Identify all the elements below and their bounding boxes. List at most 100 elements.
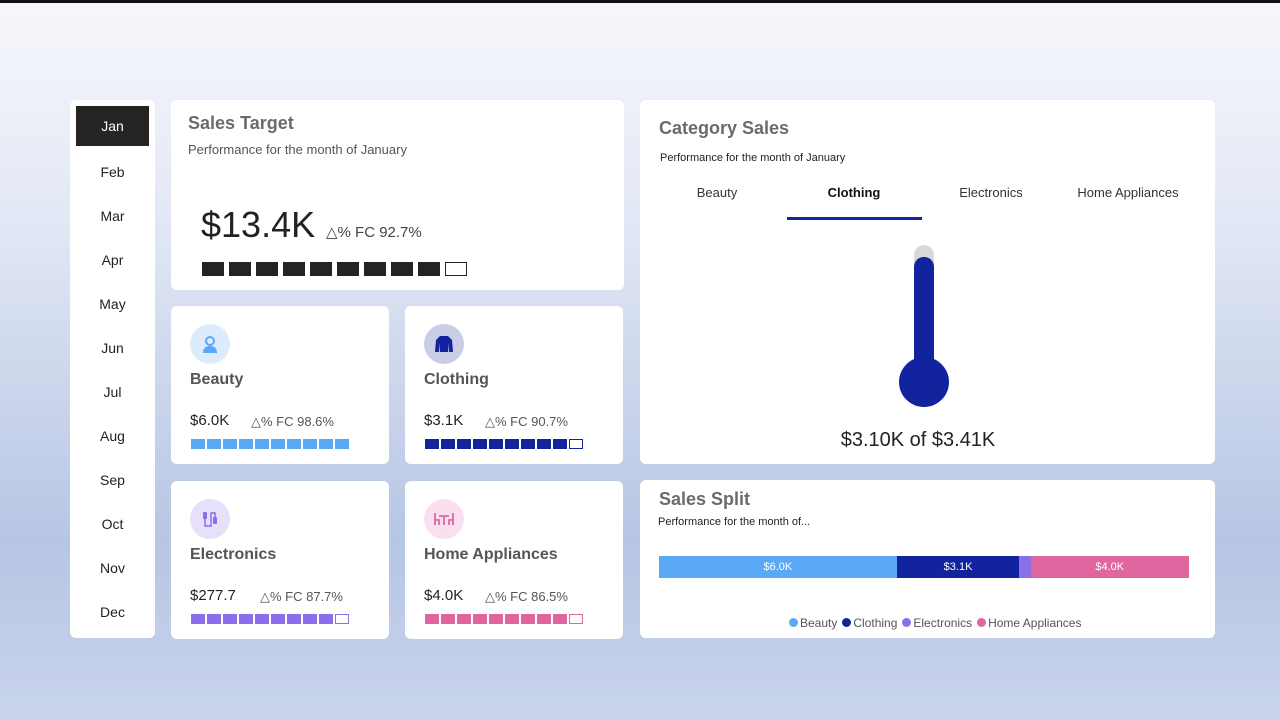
category-value: $3.1K	[424, 412, 464, 429]
progress-square-filled	[335, 439, 349, 449]
category-card-electronics: Electronics $277.7 △% FC 87.7%	[171, 481, 389, 639]
legend-label: Electronics	[913, 616, 973, 630]
woman-icon	[190, 324, 230, 364]
thermometer-gauge	[899, 245, 949, 407]
month-jun[interactable]: Jun	[101, 340, 124, 356]
sales-target-value: $13.4K	[201, 204, 316, 245]
sales-target-fc: △% FC 92.7%	[326, 224, 422, 241]
month-dec[interactable]: Dec	[100, 604, 125, 620]
progress-square-filled	[391, 262, 413, 276]
bar-segment-electronics[interactable]	[1019, 556, 1031, 578]
category-fc: △% FC 90.7%	[485, 414, 568, 429]
month-sep[interactable]: Sep	[100, 472, 125, 488]
category-sales-subtitle: Performance for the month of January	[660, 152, 846, 164]
progress-square-filled	[441, 439, 455, 449]
tab-home-appliances[interactable]: Home Appliances	[1077, 185, 1179, 200]
progress-square-filled	[239, 614, 253, 624]
month-may[interactable]: May	[99, 296, 126, 312]
legend-label: Beauty	[800, 616, 838, 630]
category-progress	[425, 614, 583, 624]
progress-square-filled	[207, 439, 221, 449]
month-apr[interactable]: Apr	[101, 252, 124, 268]
month-jan[interactable]: Jan	[76, 106, 149, 146]
progress-square-filled	[441, 614, 455, 624]
progress-square-filled	[256, 262, 278, 276]
sales-target-card: Sales Target Performance for the month o…	[171, 100, 624, 290]
legend-dot	[842, 618, 852, 627]
progress-square-filled	[537, 439, 551, 449]
bar-segment-home-appliances[interactable]: $4.0K	[1030, 556, 1189, 578]
tab-electronics[interactable]: Electronics	[959, 185, 1023, 200]
progress-square-filled	[473, 614, 487, 624]
category-fc: △% FC 87.7%	[260, 589, 343, 604]
progress-square-empty	[569, 439, 583, 449]
progress-square-filled	[364, 262, 386, 276]
progress-square-filled	[489, 439, 503, 449]
bar-data-label: $4.0K	[1095, 561, 1125, 573]
month-slicer: Jan Feb Mar Apr May Jun Jul Aug Sep Oct Nov Dec	[70, 100, 155, 638]
month-mar[interactable]: Mar	[100, 208, 125, 224]
tab-clothing[interactable]: Clothing	[827, 185, 881, 200]
month-feb[interactable]: Feb	[100, 164, 125, 180]
progress-square-empty	[335, 614, 349, 624]
progress-square-filled	[310, 262, 332, 276]
gauge-bulb	[899, 357, 949, 407]
category-progress	[191, 614, 349, 624]
legend-dot	[902, 618, 912, 627]
gauge-label: $3.10K of $3.41K	[840, 429, 996, 451]
progress-square-filled	[255, 439, 269, 449]
progress-square-filled	[202, 262, 224, 276]
sweater-icon	[424, 324, 464, 364]
legend-item[interactable]: Home Appliances	[977, 616, 1081, 630]
progress-square-filled	[418, 262, 440, 276]
bar-data-label: $6.0K	[763, 561, 793, 573]
progress-square-filled	[287, 439, 301, 449]
category-value: $4.0K	[424, 587, 464, 604]
month-oct[interactable]: Oct	[101, 516, 124, 532]
bar-segment-clothing[interactable]: $3.1K	[896, 556, 1020, 578]
category-fc: △% FC 86.5%	[485, 589, 568, 604]
progress-square-filled	[553, 614, 567, 624]
month-jul[interactable]: Jul	[103, 384, 122, 400]
progress-square-filled	[271, 439, 285, 449]
progress-square-filled	[473, 439, 487, 449]
bar-segment-beauty[interactable]: $6.0K	[659, 556, 897, 578]
category-card-beauty: Beauty $6.0K △% FC 98.6%	[171, 306, 389, 464]
progress-square-filled	[229, 262, 251, 276]
progress-square-filled	[207, 614, 221, 624]
sales-split-title: Sales Split	[659, 489, 751, 509]
category-sales-title: Category Sales	[659, 118, 790, 138]
category-fc: △% FC 98.6%	[251, 414, 334, 429]
gauge-fill	[914, 256, 934, 375]
progress-square-filled	[303, 614, 317, 624]
stacked-bar: $6.0K $3.1K $4.0K	[659, 556, 1189, 578]
month-nov[interactable]: Nov	[100, 560, 125, 576]
progress-square-filled	[223, 614, 237, 624]
progress-square-filled	[191, 614, 205, 624]
category-name: Clothing	[424, 371, 489, 388]
sales-target-progress	[202, 262, 467, 276]
progress-square-filled	[223, 439, 237, 449]
progress-square-filled	[191, 439, 205, 449]
legend-dot	[977, 618, 987, 627]
sales-target-title: Sales Target	[188, 113, 294, 133]
legend: Beauty Clothing Electronics Home Appliances	[789, 616, 1081, 630]
legend-item[interactable]: Beauty	[789, 616, 837, 630]
progress-square-filled	[271, 614, 285, 624]
progress-square-filled	[521, 439, 535, 449]
category-card-home-appliances: Home Appliances $4.0K △% FC 86.5%	[405, 481, 623, 639]
tab-beauty[interactable]: Beauty	[696, 185, 738, 200]
progress-square-filled	[303, 439, 317, 449]
progress-square-filled	[287, 614, 301, 624]
bar-data-label: $3.1K	[943, 561, 973, 573]
progress-square-filled	[425, 614, 439, 624]
legend-item[interactable]: Clothing	[842, 616, 897, 630]
sales-split-subtitle: Performance for the month of...	[658, 516, 811, 528]
progress-square-filled	[505, 439, 519, 449]
progress-square-filled	[521, 614, 535, 624]
progress-square-empty	[569, 614, 583, 624]
month-aug[interactable]: Aug	[100, 428, 125, 444]
progress-square-filled	[319, 439, 333, 449]
legend-item[interactable]: Electronics	[902, 616, 972, 630]
active-tab-underline	[787, 217, 922, 220]
